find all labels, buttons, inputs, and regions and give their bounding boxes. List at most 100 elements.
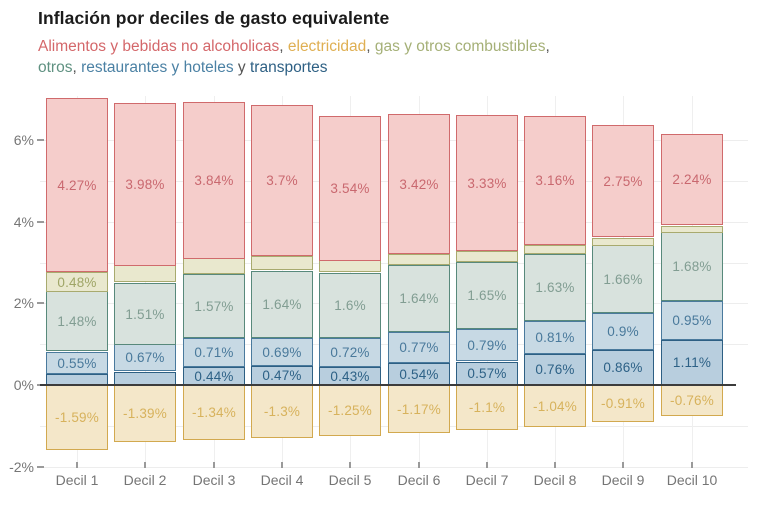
bar-segment-transportes: 0.47% xyxy=(251,366,313,385)
y-axis-tick-label: 2% xyxy=(13,295,34,311)
bar-segment-value-label: 0.67% xyxy=(125,350,165,365)
y-axis-tick-label: 0% xyxy=(13,377,34,393)
x-axis-tick xyxy=(349,462,351,468)
bar-segment-gas-y-otros-combustibles xyxy=(592,238,654,246)
bar-segment-value-label: -1.34% xyxy=(192,405,236,420)
bar-segment-value-label: 1.65% xyxy=(467,288,507,303)
bar-segment-alimentos-y-bebidas-no-alcoholicas: 3.54% xyxy=(319,116,381,261)
bar-segment-value-label: 0.48% xyxy=(57,274,97,290)
legend-restaurantes: restaurantes y hoteles xyxy=(81,59,234,76)
bar-segment-otros: 1.64% xyxy=(388,265,450,332)
bar-segment-restaurantes-y-hoteles: 0.9% xyxy=(592,313,654,350)
bar-segment-restaurantes-y-hoteles: 0.55% xyxy=(46,352,108,374)
y-axis-tick xyxy=(37,466,44,468)
separator: , xyxy=(366,38,375,55)
y-axis-tick xyxy=(37,221,44,223)
bar-segment-value-label: -1.1% xyxy=(468,400,506,415)
x-axis-tick-label: Decil 1 xyxy=(55,472,99,488)
bar-segment-otros: 1.6% xyxy=(319,273,381,338)
legend-otros: otros xyxy=(38,59,73,76)
x-axis-tick-label: Decil 2 xyxy=(123,472,167,488)
bar-segment-transportes: 0.44% xyxy=(183,367,245,385)
bar-segment-electricidad: -1.17% xyxy=(388,385,450,433)
legend-electricidad: electricidad xyxy=(287,38,367,55)
bar-segment-restaurantes-y-hoteles: 0.69% xyxy=(251,338,313,366)
x-axis-tick xyxy=(554,462,556,468)
bar-segment-electricidad: -1.39% xyxy=(114,385,176,442)
zero-baseline xyxy=(40,384,736,386)
chart-title: Inflación por deciles de gasto equivalen… xyxy=(38,8,390,28)
bar-segment-gas-y-otros-combustibles: 0.48% xyxy=(46,272,108,292)
bar-segment-gas-y-otros-combustibles xyxy=(183,258,245,274)
bar-segment-alimentos-y-bebidas-no-alcoholicas: 3.42% xyxy=(388,114,450,254)
bar-segment-alimentos-y-bebidas-no-alcoholicas: 3.98% xyxy=(114,103,176,266)
legend-alimentos: Alimentos y bebidas no alcoholicas xyxy=(38,38,280,55)
separator: y xyxy=(233,59,250,76)
bar-segment-alimentos-y-bebidas-no-alcoholicas: 2.24% xyxy=(661,134,723,225)
gridline-horizontal xyxy=(40,467,748,468)
x-axis-tick xyxy=(418,462,420,468)
bar-segment-value-label: -1.04% xyxy=(533,398,577,414)
bar-segment-otros: 1.48% xyxy=(46,291,108,351)
bar-segment-gas-y-otros-combustibles xyxy=(319,260,381,272)
bar-segment-otros: 1.68% xyxy=(661,232,723,301)
bar-segment-value-label: 1.68% xyxy=(672,259,712,274)
bar-segment-electricidad: -1.59% xyxy=(46,385,108,450)
bar-segment-otros: 1.65% xyxy=(456,262,518,329)
bar-segment-restaurantes-y-hoteles: 0.79% xyxy=(456,329,518,361)
bar-segment-value-label: 1.6% xyxy=(334,298,366,313)
bar-segment-value-label: 0.44% xyxy=(194,368,234,384)
bar-segment-value-label: 0.57% xyxy=(467,366,507,381)
separator: , xyxy=(545,38,550,55)
bar-segment-value-label: 0.72% xyxy=(330,345,370,360)
bar-segment-alimentos-y-bebidas-no-alcoholicas: 3.16% xyxy=(524,116,586,245)
bar-segment-transportes: 0.54% xyxy=(388,363,450,385)
separator: , xyxy=(72,59,82,76)
x-axis-tick xyxy=(281,462,283,468)
x-axis-tick xyxy=(691,462,693,468)
bar-segment-value-label: -1.59% xyxy=(55,410,99,425)
bar-segment-transportes: 1.11% xyxy=(661,340,723,385)
bar-segment-gas-y-otros-combustibles xyxy=(114,265,176,282)
bar-segment-value-label: 3.16% xyxy=(535,173,575,188)
bar-segment-alimentos-y-bebidas-no-alcoholicas: 3.84% xyxy=(183,102,245,259)
bar-segment-value-label: 4.27% xyxy=(57,177,97,193)
bar-segment-value-label: 0.86% xyxy=(603,360,643,375)
x-axis-tick xyxy=(486,462,488,468)
bar-segment-otros: 1.64% xyxy=(251,271,313,338)
bar-segment-value-label: -1.17% xyxy=(397,401,441,417)
bar-segment-restaurantes-y-hoteles: 0.72% xyxy=(319,338,381,367)
bar-segment-gas-y-otros-combustibles xyxy=(388,254,450,265)
separator: , xyxy=(279,38,288,55)
x-axis-tick xyxy=(144,462,146,468)
bar-segment-value-label: 1.64% xyxy=(262,297,302,312)
bar-segment-value-label: -1.3% xyxy=(263,404,301,419)
bar-segment-otros: 1.66% xyxy=(592,245,654,313)
bar-segment-value-label: 1.66% xyxy=(603,271,643,287)
bar-segment-electricidad: -1.1% xyxy=(456,385,518,430)
bar-segment-value-label: 0.55% xyxy=(57,355,97,371)
bar-segment-electricidad: -1.3% xyxy=(251,385,313,438)
bar-segment-restaurantes-y-hoteles: 0.81% xyxy=(524,321,586,354)
bar-segment-gas-y-otros-combustibles xyxy=(661,226,723,233)
y-axis-tick-label: 6% xyxy=(13,132,34,148)
bar-segment-alimentos-y-bebidas-no-alcoholicas: 3.7% xyxy=(251,105,313,256)
bar-segment-value-label: 3.54% xyxy=(330,181,370,196)
bar-segment-restaurantes-y-hoteles: 0.71% xyxy=(183,338,245,367)
bar-segment-value-label: -1.25% xyxy=(328,403,372,418)
bar-segment-electricidad: -1.04% xyxy=(524,385,586,427)
bar-segment-alimentos-y-bebidas-no-alcoholicas: 3.33% xyxy=(456,115,518,251)
x-axis-tick-label: Decil 5 xyxy=(328,472,372,488)
bar-segment-restaurantes-y-hoteles: 0.77% xyxy=(388,332,450,363)
bar-segment-alimentos-y-bebidas-no-alcoholicas: 2.75% xyxy=(592,125,654,237)
y-axis-tick-label: 4% xyxy=(13,214,34,230)
bar-segment-value-label: 1.48% xyxy=(57,313,97,329)
chart-subtitle-legend: Alimentos y bebidas no alcoholicas, elec… xyxy=(38,36,752,78)
x-axis-tick xyxy=(76,462,78,468)
x-axis-tick-label: Decil 8 xyxy=(533,472,577,488)
x-axis-tick-label: Decil 6 xyxy=(397,472,441,488)
bar-segment-value-label: 1.64% xyxy=(399,291,439,306)
bar-segment-value-label: -0.76% xyxy=(670,393,714,408)
bar-segment-alimentos-y-bebidas-no-alcoholicas: 4.27% xyxy=(46,98,108,272)
bar-segment-value-label: 3.7% xyxy=(266,173,298,188)
